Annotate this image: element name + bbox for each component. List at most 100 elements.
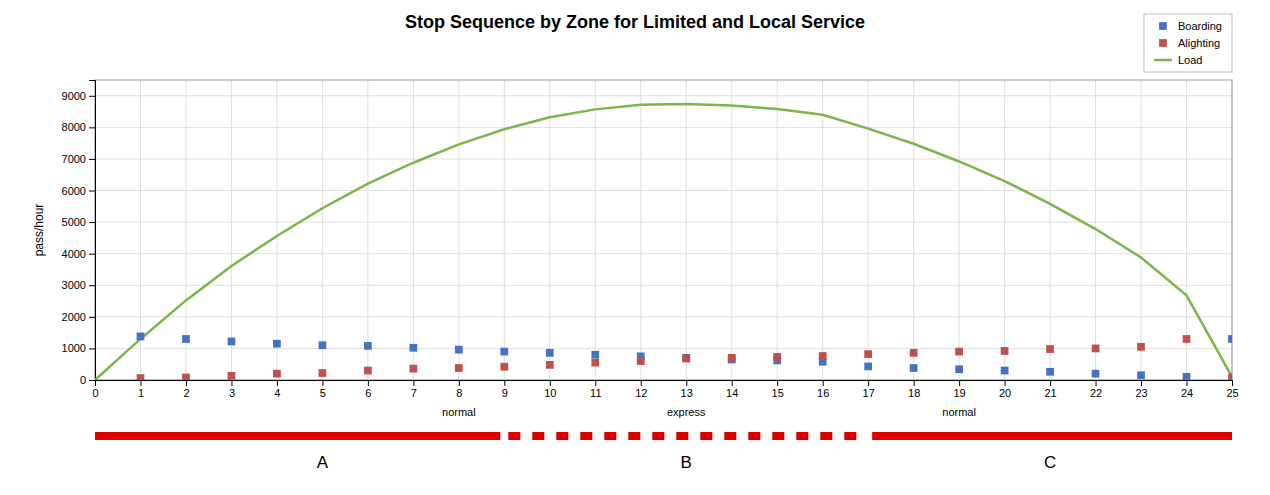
point (409, 365, 417, 373)
x-tick: 20 (999, 380, 1011, 399)
point (182, 335, 190, 343)
point (1228, 335, 1232, 343)
x-tick-mark (823, 380, 824, 386)
y-tick-mark (89, 254, 95, 255)
point (319, 369, 327, 377)
grid-line-x (595, 80, 596, 380)
x-tick: 6 (365, 380, 371, 399)
y-tick-label: 2000 (62, 311, 86, 323)
zone-line (872, 432, 1232, 440)
y-tick: 7000 (62, 153, 95, 165)
legend-swatch (1159, 39, 1167, 47)
annotation: express (667, 406, 706, 418)
y-tick-label: 1000 (62, 342, 86, 354)
x-tick-label: 10 (544, 387, 556, 399)
legend-swatch (1154, 59, 1172, 62)
x-tick-label: 3 (229, 387, 235, 399)
x-tick-label: 15 (772, 387, 784, 399)
grid-line-y (95, 158, 1232, 159)
point (910, 364, 918, 372)
x-tick-label: 16 (817, 387, 829, 399)
y-tick-label: 5000 (62, 216, 86, 228)
grid-line-y (95, 316, 1232, 317)
marks (95, 104, 1232, 380)
grid-line-x (322, 80, 323, 380)
legend-label: Boarding (1178, 20, 1222, 32)
annotations: normal express normal (442, 406, 976, 418)
zone-line (508, 432, 864, 440)
x-tick-mark (550, 380, 551, 386)
grid-line-x (777, 80, 778, 380)
legend-box (1144, 14, 1232, 72)
x-axis: 0123456789101112131415161718192021222324… (92, 380, 1238, 399)
annotation: normal (442, 406, 476, 418)
point (1046, 368, 1054, 376)
x-tick: 17 (863, 380, 875, 399)
y-tick: 6000 (62, 185, 95, 197)
y-tick-mark (89, 191, 95, 192)
series-line (95, 104, 1232, 380)
grid-line-x (1050, 80, 1051, 380)
y-tick-label: 9000 (62, 90, 86, 102)
y-tick: 0 (80, 374, 95, 386)
x-tick-label: 7 (411, 387, 417, 399)
point (364, 367, 372, 375)
annotation: normal (942, 406, 976, 418)
x-tick: 5 (320, 380, 326, 399)
x-tick: 12 (635, 380, 647, 399)
point (273, 340, 281, 348)
x-tick-label: 12 (635, 387, 647, 399)
x-tick: 1 (138, 380, 144, 399)
point (864, 350, 872, 358)
point (1001, 367, 1009, 375)
grid-line-y (95, 253, 1232, 254)
x-tick-label: 5 (320, 387, 326, 399)
grid-line-x (868, 80, 869, 380)
zone-label: C (1044, 453, 1056, 472)
x-tick-label: 14 (726, 387, 738, 399)
point (1137, 371, 1145, 379)
y-tick: 5000 (62, 216, 95, 228)
point (546, 349, 554, 357)
point (773, 353, 781, 361)
point (273, 370, 281, 378)
x-tick-label: 24 (1181, 387, 1193, 399)
point (500, 363, 508, 371)
x-tick-mark (186, 380, 187, 386)
y-tick: 4000 (62, 248, 95, 260)
point (637, 357, 645, 365)
x-tick-label: 11 (590, 387, 601, 399)
legend-item: Boarding (1159, 20, 1222, 32)
grid-line-x (276, 80, 277, 380)
y-axis: 0 1000 2000 3000 4000 5000 6000 7000 8000 9000 (62, 81, 96, 387)
x-tick-mark (595, 380, 596, 386)
grid-line-x (504, 80, 505, 380)
x-tick-mark (413, 380, 414, 386)
point (591, 359, 599, 367)
point (137, 333, 145, 341)
y-tick-mark (89, 348, 95, 349)
x-tick-mark (777, 380, 778, 386)
y-tick: 8000 (62, 121, 95, 133)
grid-line-x (1141, 80, 1142, 380)
zone-label: B (681, 453, 692, 472)
x-tick: 10 (544, 380, 556, 399)
x-tick: 14 (726, 380, 738, 399)
x-tick-mark (231, 380, 232, 386)
x-tick-mark (1050, 380, 1051, 386)
point (819, 352, 827, 360)
x-tick-mark (1005, 380, 1006, 386)
y-tick: 3000 (62, 279, 95, 291)
legend-swatch (1159, 22, 1167, 30)
x-tick-label: 19 (953, 387, 965, 399)
chart: 0123456789101112131415161718192021222324… (0, 0, 1270, 495)
x-tick-label: 4 (274, 387, 280, 399)
point (728, 354, 736, 362)
grid-line-x (686, 80, 687, 380)
x-tick-mark (140, 380, 141, 386)
x-tick: 9 (502, 380, 508, 399)
x-tick-label: 21 (1044, 387, 1056, 399)
y-tick-mark (89, 222, 95, 223)
grid-line-x (1186, 80, 1187, 380)
y-tick-label: 7000 (62, 153, 86, 165)
